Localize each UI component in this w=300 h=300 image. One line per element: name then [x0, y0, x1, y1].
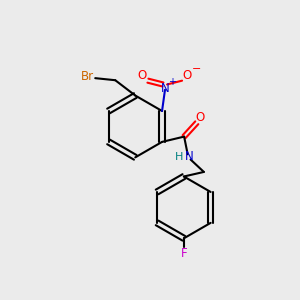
Text: F: F [181, 247, 187, 260]
Text: O: O [196, 111, 205, 124]
Text: N: N [160, 82, 169, 95]
Text: Br: Br [81, 70, 94, 83]
Text: O: O [138, 69, 147, 82]
Text: −: − [192, 64, 201, 74]
Text: O: O [182, 69, 192, 82]
Text: H: H [175, 152, 184, 162]
Text: +: + [168, 76, 176, 86]
Text: N: N [185, 150, 194, 163]
